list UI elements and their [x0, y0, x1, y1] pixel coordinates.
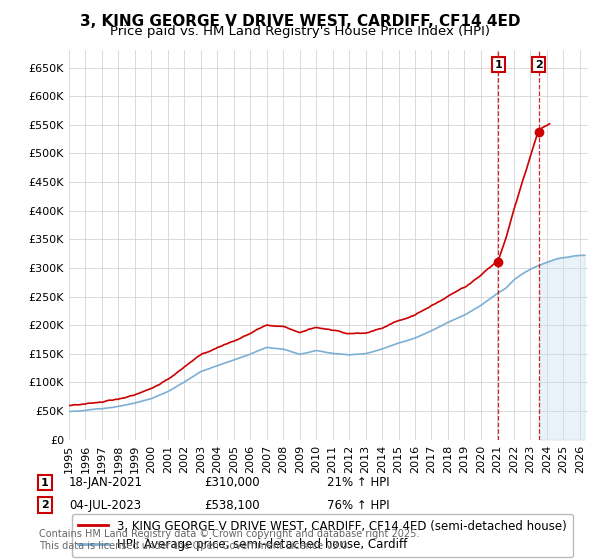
- Text: 2: 2: [535, 60, 542, 69]
- Text: 04-JUL-2023: 04-JUL-2023: [69, 498, 141, 512]
- Text: Price paid vs. HM Land Registry's House Price Index (HPI): Price paid vs. HM Land Registry's House …: [110, 25, 490, 38]
- Text: £538,100: £538,100: [204, 498, 260, 512]
- Text: 3, KING GEORGE V DRIVE WEST, CARDIFF, CF14 4ED: 3, KING GEORGE V DRIVE WEST, CARDIFF, CF…: [80, 14, 520, 29]
- Text: 21% ↑ HPI: 21% ↑ HPI: [327, 476, 389, 489]
- Text: 2: 2: [41, 500, 49, 510]
- Text: 18-JAN-2021: 18-JAN-2021: [69, 476, 143, 489]
- Text: £310,000: £310,000: [204, 476, 260, 489]
- Legend: 3, KING GEORGE V DRIVE WEST, CARDIFF, CF14 4ED (semi-detached house), HPI: Avera: 3, KING GEORGE V DRIVE WEST, CARDIFF, CF…: [73, 514, 573, 557]
- Text: 76% ↑ HPI: 76% ↑ HPI: [327, 498, 389, 512]
- Text: Contains HM Land Registry data © Crown copyright and database right 2025.
This d: Contains HM Land Registry data © Crown c…: [39, 529, 419, 551]
- Text: 1: 1: [41, 478, 49, 488]
- Text: 1: 1: [494, 60, 502, 69]
